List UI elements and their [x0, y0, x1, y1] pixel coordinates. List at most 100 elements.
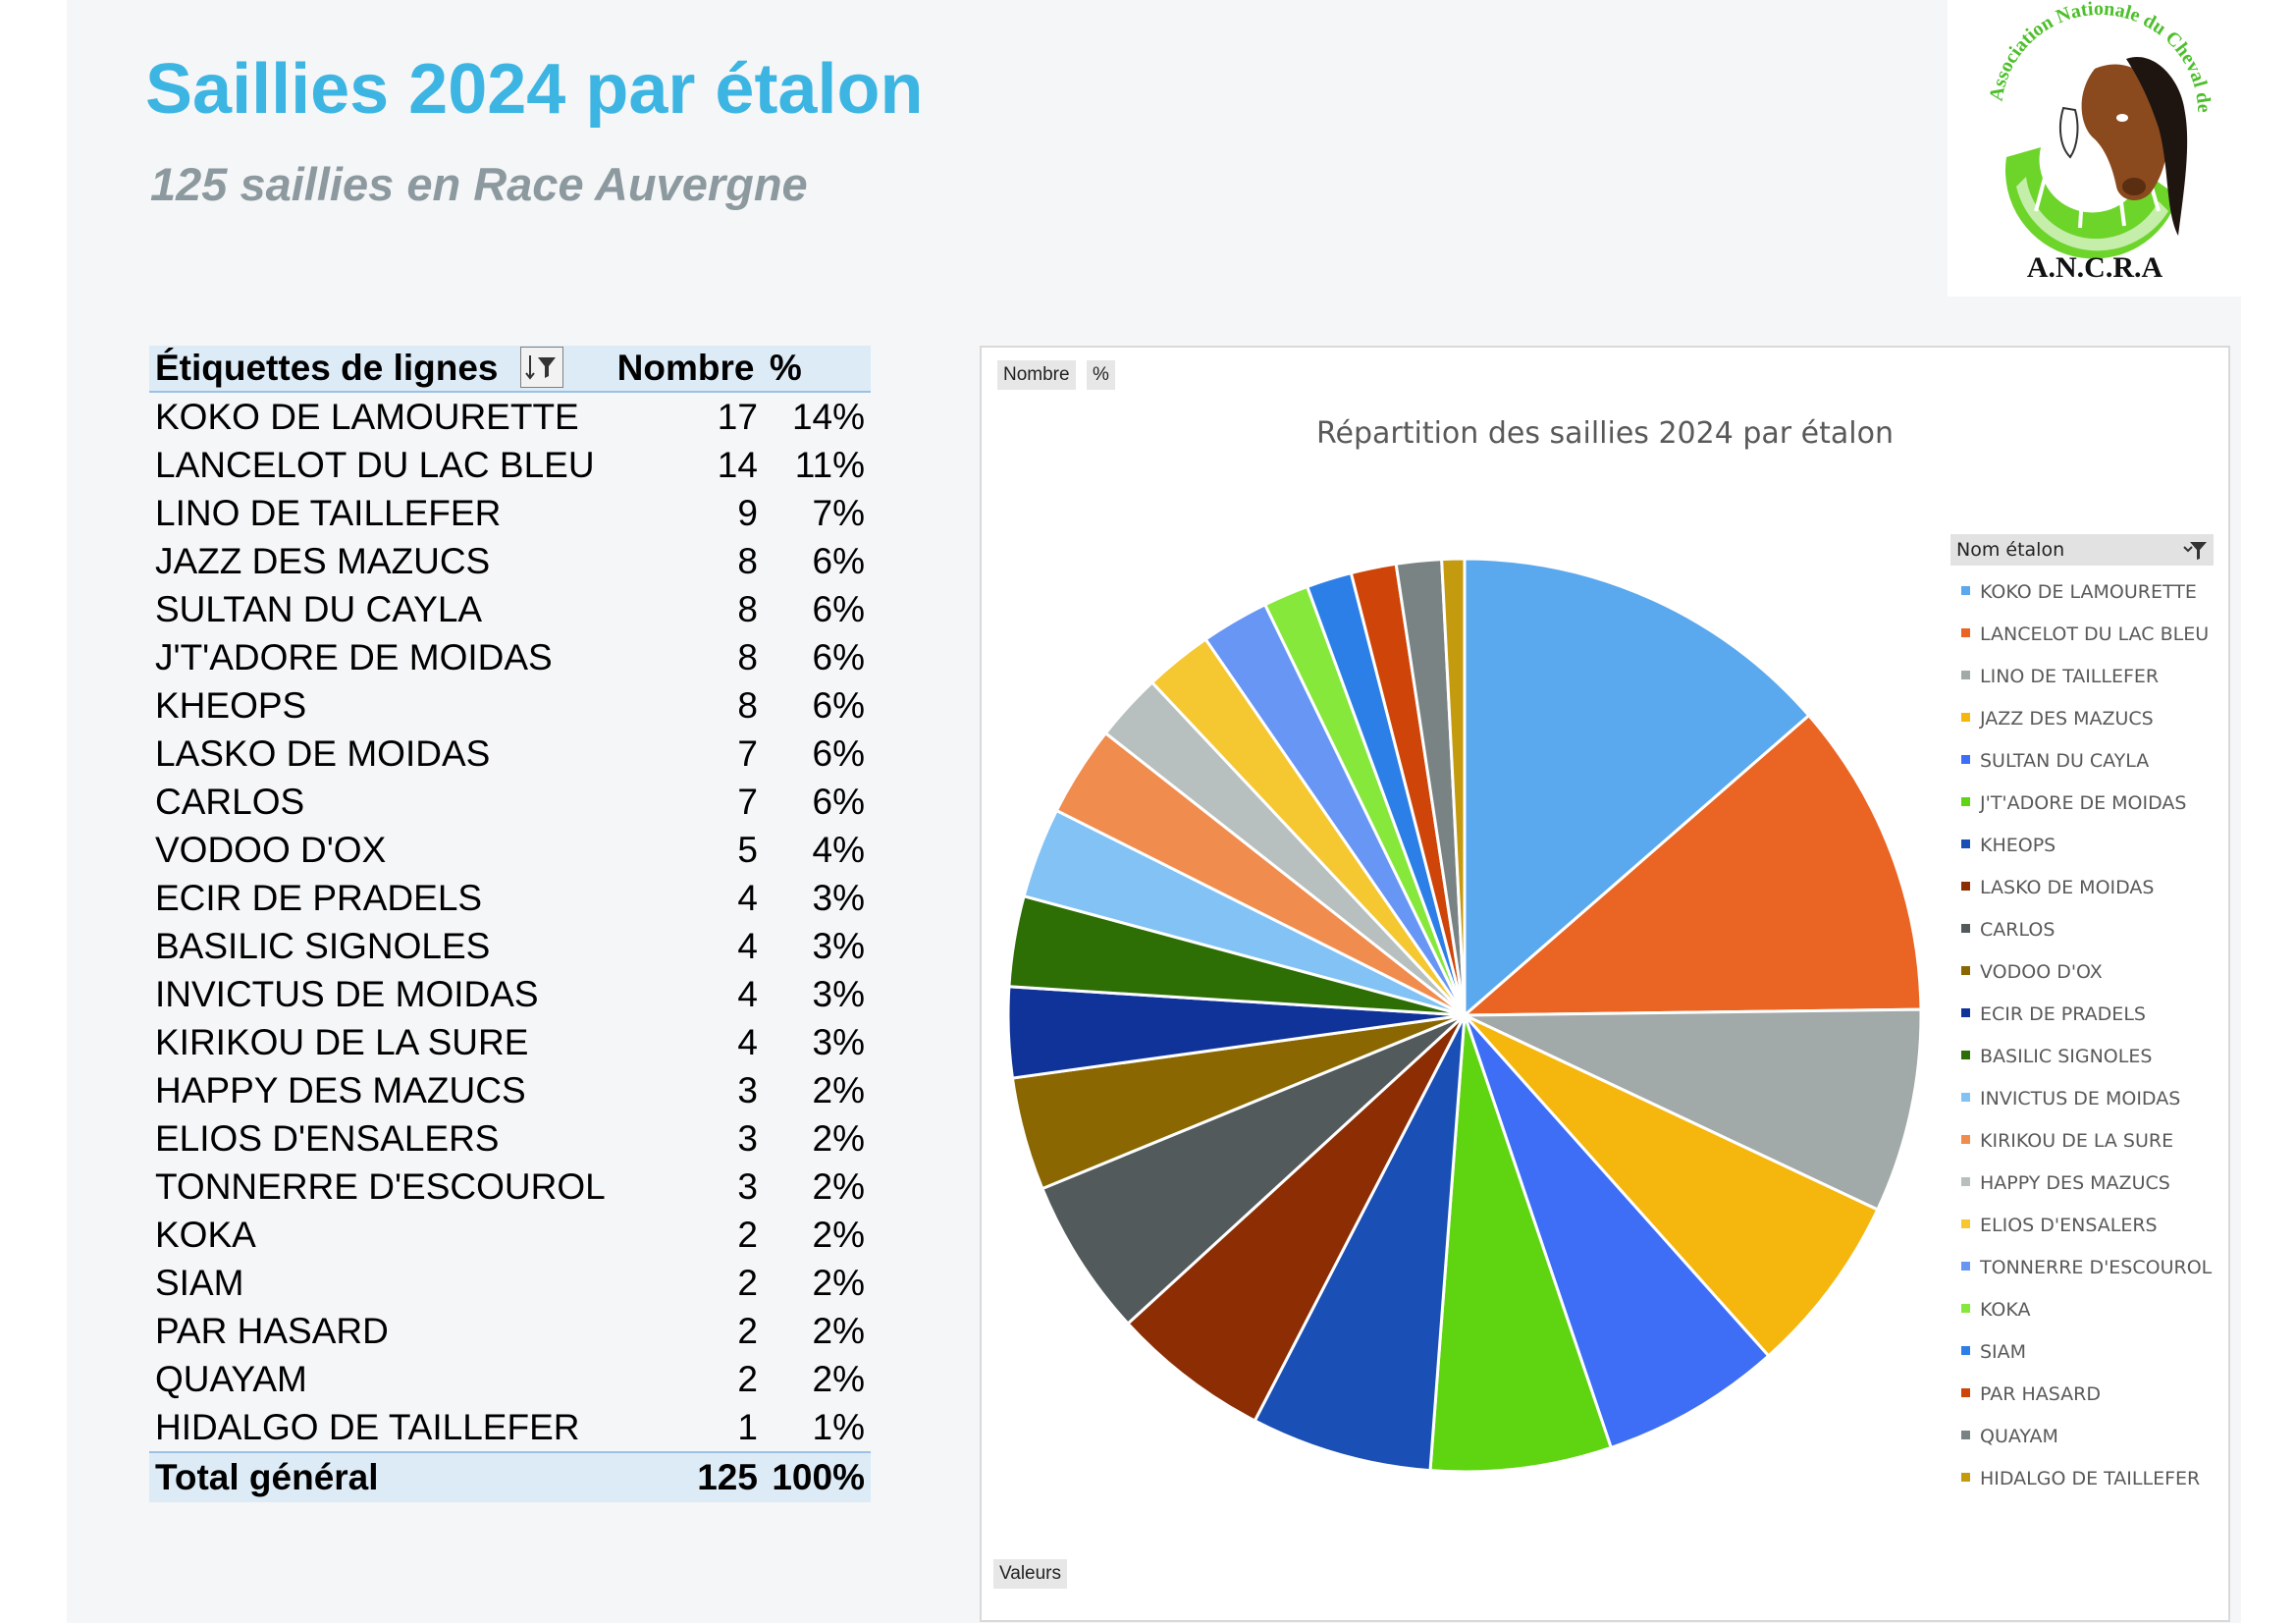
- row-count: 4: [737, 1022, 758, 1063]
- legend-swatch: [1961, 882, 1970, 891]
- legend-swatch: [1961, 924, 1970, 933]
- legend-entry[interactable]: CARLOS: [1961, 909, 2212, 951]
- legend-swatch: [1961, 1262, 1970, 1271]
- chart-legend: KOKO DE LAMOURETTE LANCELOT DU LAC BLEU LI…: [1961, 571, 2212, 1500]
- legend-entry[interactable]: TONNERRE D'ESCOUROL: [1961, 1247, 2212, 1289]
- row-count: 2: [737, 1215, 758, 1256]
- pie-slice[interactable]: [1253, 1014, 1467, 1473]
- legend-swatch: [1961, 628, 1970, 637]
- pie-slice[interactable]: [1464, 1007, 1923, 1212]
- legend-swatch: [1961, 1431, 1970, 1439]
- row-pct: 7%: [812, 493, 865, 534]
- row-pct: 3%: [812, 926, 865, 967]
- sort-filter-icon: [525, 355, 556, 380]
- legend-swatch: [1961, 713, 1970, 722]
- table-row: J'T'ADORE DE MOIDAS 8 6%: [149, 633, 871, 681]
- field-button-valeurs[interactable]: Valeurs: [993, 1559, 1068, 1589]
- table-row: HAPPY DES MAZUCS 3 2%: [149, 1066, 871, 1114]
- pie-slice[interactable]: [1463, 557, 1811, 1019]
- row-label: HAPPY DES MAZUCS: [155, 1070, 526, 1111]
- pie-slice[interactable]: [1428, 1014, 1614, 1474]
- table-row: JAZZ DES MAZUCS 8 6%: [149, 537, 871, 585]
- ancra-logo: Association Nationale du Cheval de Race …: [1941, 0, 2242, 297]
- row-label: INVICTUS DE MOIDAS: [155, 974, 539, 1015]
- row-pct: 3%: [812, 1022, 865, 1063]
- table-row: HIDALGO DE TAILLEFER 1 1%: [149, 1403, 871, 1452]
- row-count: 8: [737, 541, 758, 582]
- table-row: LINO DE TAILLEFER 9 7%: [149, 489, 871, 537]
- row-pct: 2%: [812, 1118, 865, 1160]
- pie-slice[interactable]: [1125, 1013, 1467, 1424]
- legend-label: INVICTUS DE MOIDAS: [1980, 1088, 2181, 1110]
- legend-entry[interactable]: ECIR DE PRADELS: [1961, 994, 2212, 1036]
- row-pct: 6%: [812, 637, 865, 678]
- table-row: VODOO D'OX 5 4%: [149, 826, 871, 874]
- legend-label: LASKO DE MOIDAS: [1980, 877, 2155, 898]
- row-label: KIRIKOU DE LA SURE: [155, 1022, 529, 1063]
- legend-swatch: [1961, 1473, 1970, 1482]
- legend-swatch: [1961, 671, 1970, 679]
- legend-entry[interactable]: LASKO DE MOIDAS: [1961, 867, 2212, 909]
- legend-entry[interactable]: SIAM: [1961, 1331, 2212, 1374]
- legend-label: KOKA: [1980, 1299, 2031, 1321]
- row-label: KOKO DE LAMOURETTE: [155, 397, 579, 438]
- legend-label: BASILIC SIGNOLES: [1980, 1046, 2153, 1067]
- table-row: QUAYAM 2 2%: [149, 1355, 871, 1403]
- row-count: 3: [737, 1166, 758, 1208]
- legend-entry[interactable]: ELIOS D'ENSALERS: [1961, 1205, 2212, 1247]
- row-filter-button[interactable]: [519, 347, 563, 389]
- legend-entry[interactable]: QUAYAM: [1961, 1416, 2212, 1458]
- row-count: 14: [717, 445, 758, 486]
- legend-entry[interactable]: JAZZ DES MAZUCS: [1961, 698, 2212, 740]
- legend-label: KIRIKOU DE LA SURE: [1980, 1130, 2174, 1152]
- row-pct: 2%: [812, 1311, 865, 1352]
- legend-swatch: [1961, 1177, 1970, 1186]
- row-count: 9: [737, 493, 758, 534]
- legend-entry[interactable]: LINO DE TAILLEFER: [1961, 656, 2212, 698]
- pie-chart-area[interactable]: Nombre % Répartition des saillies 2024 p…: [980, 346, 2230, 1622]
- row-label: LINO DE TAILLEFER: [155, 493, 502, 534]
- row-pct: 6%: [812, 589, 865, 630]
- legend-entry[interactable]: KIRIKOU DE LA SURE: [1961, 1120, 2212, 1163]
- row-count: 2: [737, 1311, 758, 1352]
- legend-entry[interactable]: PAR HASARD: [1961, 1374, 2212, 1416]
- legend-entry[interactable]: INVICTUS DE MOIDAS: [1961, 1078, 2212, 1120]
- legend-label: CARLOS: [1980, 919, 2056, 941]
- row-label: VODOO D'OX: [155, 830, 387, 871]
- table-row: TONNERRE D'ESCOUROL 3 2%: [149, 1163, 871, 1211]
- legend-label: SULTAN DU CAYLA: [1980, 750, 2150, 772]
- row-pct: 6%: [812, 782, 865, 823]
- field-button-pct[interactable]: %: [1087, 360, 1115, 390]
- legend-entry[interactable]: HIDALGO DE TAILLEFER: [1961, 1458, 2212, 1500]
- pie-slice[interactable]: [1463, 1014, 1771, 1450]
- legend-entry[interactable]: KHEOPS: [1961, 825, 2212, 867]
- legend-filter-button[interactable]: Nom étalon: [1950, 534, 2214, 566]
- legend-entry[interactable]: HAPPY DES MAZUCS: [1961, 1163, 2212, 1205]
- row-pct: 6%: [812, 541, 865, 582]
- count-header: Nombre: [611, 346, 764, 394]
- row-labels-header: Étiquettes de lignes: [149, 346, 612, 394]
- legend-entry[interactable]: SULTAN DU CAYLA: [1961, 740, 2212, 783]
- row-label: QUAYAM: [155, 1359, 307, 1400]
- field-button-nombre[interactable]: Nombre: [997, 360, 1076, 390]
- row-count: 4: [737, 878, 758, 919]
- legend-entry[interactable]: BASILIC SIGNOLES: [1961, 1036, 2212, 1078]
- row-pct: 3%: [812, 878, 865, 919]
- row-label: HIDALGO DE TAILLEFER: [155, 1407, 580, 1448]
- legend-entry[interactable]: LANCELOT DU LAC BLEU: [1961, 614, 2212, 656]
- row-label: SIAM: [155, 1263, 244, 1304]
- table-row: SIAM 2 2%: [149, 1259, 871, 1307]
- pie-slice[interactable]: [1463, 1013, 1880, 1358]
- legend-label: J'T'ADORE DE MOIDAS: [1980, 792, 2187, 814]
- pie-slice[interactable]: [1440, 557, 1467, 1016]
- legend-swatch: [1961, 797, 1970, 806]
- legend-entry[interactable]: KOKA: [1961, 1289, 2212, 1331]
- legend-entry[interactable]: VODOO D'OX: [1961, 951, 2212, 994]
- pie-slice[interactable]: [1040, 1013, 1467, 1326]
- legend-entry[interactable]: KOKO DE LAMOURETTE: [1961, 571, 2212, 614]
- pivot-body: KOKO DE LAMOURETTE 17 14% LANCELOT DU LAC B…: [149, 392, 871, 1452]
- row-count: 3: [737, 1070, 758, 1111]
- pie-slice[interactable]: [1460, 713, 1923, 1017]
- legend-label: LINO DE TAILLEFER: [1980, 666, 2160, 687]
- legend-entry[interactable]: J'T'ADORE DE MOIDAS: [1961, 783, 2212, 825]
